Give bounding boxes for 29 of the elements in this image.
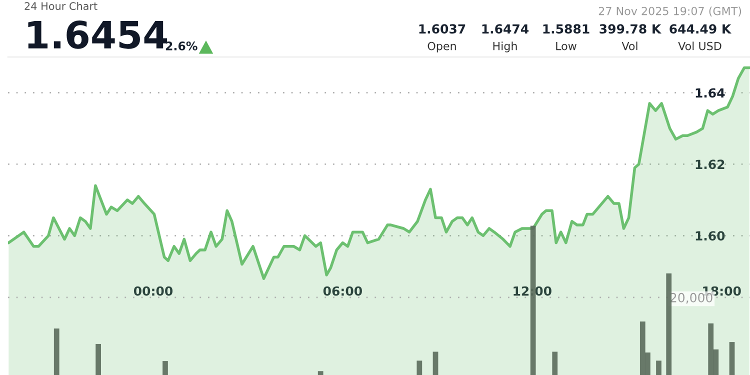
y-tick-label: 1.64 xyxy=(696,88,725,98)
bar xyxy=(432,352,438,375)
x-tick-label: 06:00 xyxy=(323,286,362,296)
text: 399.78 K xyxy=(600,24,662,34)
bar xyxy=(318,371,324,375)
bar xyxy=(162,361,168,375)
bar xyxy=(552,352,558,375)
text: 2.6% xyxy=(166,41,198,50)
text: 1.6037 xyxy=(419,24,466,34)
bar xyxy=(656,360,662,375)
text: 644.49 K xyxy=(670,24,732,34)
y-tick-label: 1.62 xyxy=(696,160,724,170)
text: 1.5881 xyxy=(543,24,590,34)
text: 1.6454 xyxy=(28,20,167,49)
bar xyxy=(666,273,672,375)
text: High xyxy=(493,42,517,52)
bar xyxy=(54,328,60,375)
text: 1.6474 xyxy=(482,24,529,34)
text: Vol USD xyxy=(678,42,722,50)
bar xyxy=(416,360,422,375)
text: 27 Nov 2025 19:07 (GMT) xyxy=(598,6,742,17)
text: Open xyxy=(428,42,456,52)
text: Vol xyxy=(622,42,638,50)
x-tick-label: 00:00 xyxy=(134,286,173,296)
y-tick-label: 1.60 xyxy=(696,231,725,241)
bar xyxy=(729,342,735,375)
chart-title: 24 Hour Chart xyxy=(24,2,98,10)
text: Low xyxy=(556,42,576,50)
bar xyxy=(96,344,101,375)
